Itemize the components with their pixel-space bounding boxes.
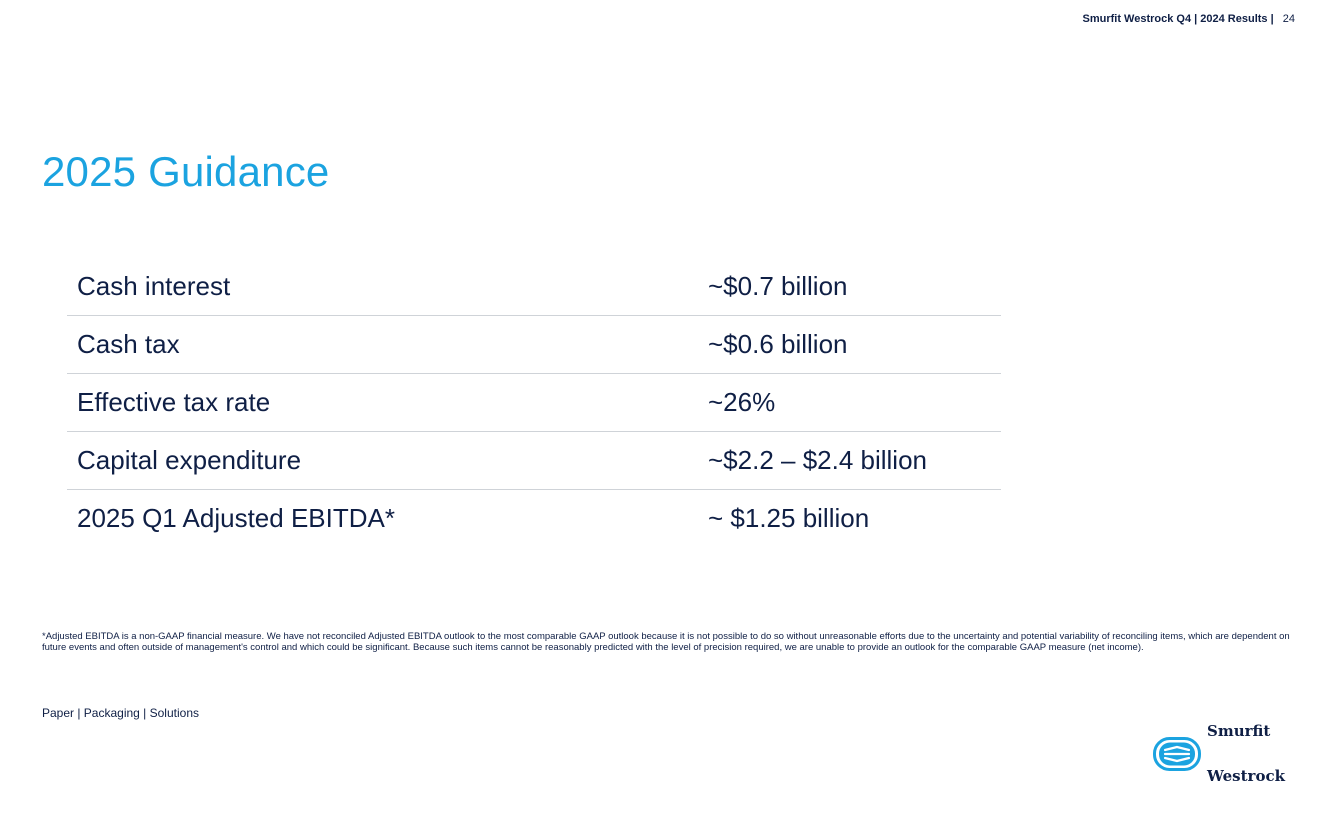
page-number: 24 (1282, 13, 1295, 25)
page-title: 2025 Guidance (42, 148, 330, 195)
smurfit-westrock-mark-icon (1153, 737, 1201, 771)
company-logo: Smurfit Westrock (1153, 694, 1285, 814)
table-row: Cash tax ~$0.6 billion (67, 315, 1001, 374)
row-value: ~ $1.25 billion (708, 503, 870, 533)
header-brand-text: Smurfit Westrock Q4 | 2024 Results | (1082, 13, 1274, 25)
row-label: Cash interest (67, 258, 688, 316)
logo-wordmark: Smurfit Westrock (1207, 694, 1285, 814)
logo-line-2: Westrock (1207, 767, 1285, 785)
row-label: Cash tax (67, 315, 688, 374)
row-label: Effective tax rate (67, 373, 688, 432)
row-value: ~26% (688, 373, 1001, 432)
row-label: Capital expenditure (67, 431, 688, 490)
table-row: Effective tax rate ~26% (67, 373, 1001, 432)
table-row: 2025 Q1 Adjusted EBITDA* ~ $1.25 billion (67, 490, 1001, 548)
table-row: Cash interest ~$0.7 billion (67, 258, 1001, 316)
row-value: ~$0.6 billion (688, 315, 1001, 374)
footnote: *Adjusted EBITDA is a non-GAAP financial… (42, 631, 1290, 653)
row-value: ~$2.2 – $2.4 billion (688, 431, 1001, 490)
footer-tagline: Paper | Packaging | Solutions (42, 706, 199, 720)
row-value: ~$0.7 billion (688, 258, 1001, 316)
slide-header: Smurfit Westrock Q4 | 2024 Results | 24 (1082, 13, 1295, 25)
row-label: 2025 Q1 Adjusted EBITDA* (77, 503, 395, 533)
logo-line-1: Smurfit (1207, 722, 1271, 740)
table-row: Capital expenditure ~$2.2 – $2.4 billion (67, 431, 1001, 490)
guidance-table: Cash interest ~$0.7 billion Cash tax ~$0… (67, 258, 1001, 547)
